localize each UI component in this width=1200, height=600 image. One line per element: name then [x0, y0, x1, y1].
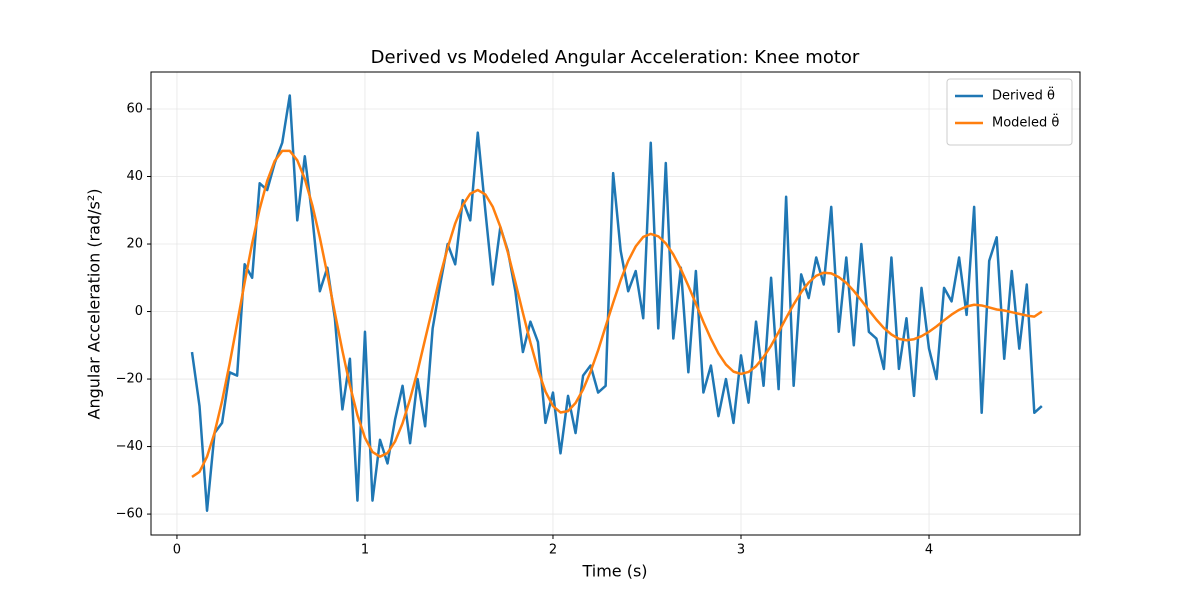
plot-frame [150, 71, 1081, 536]
chart-title: Derived vs Modeled Angular Acceleration:… [371, 47, 860, 68]
x-tick-label: 1 [361, 543, 369, 558]
y-tick-label: 20 [126, 237, 143, 252]
y-tick-label: −40 [116, 439, 143, 454]
y-axis-label: Angular Acceleration (rad/s²) [85, 189, 104, 420]
data-line [190, 94, 1043, 512]
legend: Derived θ̈ Modeled θ̈ [946, 78, 1073, 146]
x-tick-label: 3 [737, 543, 745, 558]
x-axis-label: Time (s) [581, 562, 647, 581]
y-tick-label: −20 [116, 372, 143, 387]
legend-label: Derived θ̈ [992, 87, 1055, 103]
x-tick-label: 0 [173, 543, 181, 558]
y-tick-label: 60 [126, 101, 143, 116]
y-tick-label: −60 [116, 507, 143, 522]
x-tick-label: 4 [925, 543, 933, 558]
y-tick-label: 0 [135, 304, 143, 319]
data-line [191, 149, 1043, 478]
y-tick-label: 40 [126, 169, 143, 184]
legend-label: Modeled θ̈ [992, 114, 1059, 130]
x-tick-label: 2 [549, 543, 557, 558]
